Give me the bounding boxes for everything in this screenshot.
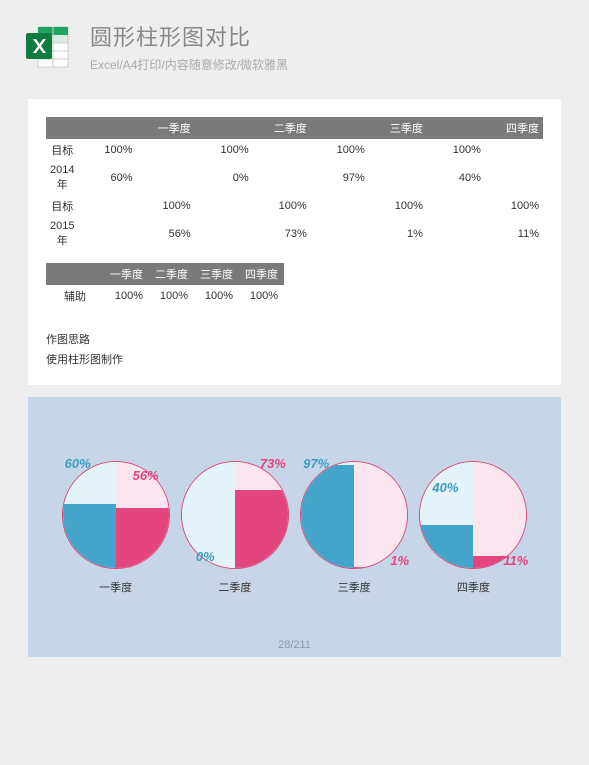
table-header: 一季度	[104, 263, 149, 285]
circle-chart: 97%1% 三季度	[300, 461, 408, 595]
cell: 100%	[149, 285, 194, 307]
cell: 100%	[195, 139, 253, 161]
table-header: 一季度	[78, 117, 194, 139]
cell: 60%	[78, 161, 136, 195]
cell	[137, 161, 195, 195]
cell	[195, 217, 253, 251]
cell: 100%	[194, 285, 239, 307]
table-header	[46, 117, 78, 139]
cell	[427, 217, 485, 251]
notes: 作图思路 使用柱形图制作	[46, 331, 543, 371]
cell	[485, 161, 543, 195]
value-label: 97%	[303, 456, 329, 471]
excel-icon	[24, 23, 72, 71]
row-label: 2015年	[46, 217, 78, 251]
page-number: 28/211	[28, 639, 561, 651]
cell	[369, 161, 427, 195]
circle-chart: 60%56% 一季度	[62, 461, 170, 595]
cell: 100%	[239, 285, 284, 307]
circle: 60%56%	[62, 461, 170, 569]
value-label: 40%	[432, 480, 458, 495]
cell: 100%	[311, 139, 369, 161]
notes-line: 使用柱形图制作	[46, 351, 543, 371]
table-header: 三季度	[311, 117, 427, 139]
left-bar	[63, 462, 116, 568]
circle-label: 二季度	[181, 579, 289, 595]
cell	[369, 139, 427, 161]
circle: 0%73%	[181, 461, 289, 569]
table-header	[46, 263, 104, 285]
table-row: 2015年 56% 73% 1% 11%	[46, 217, 543, 251]
cell	[78, 195, 136, 217]
circle: 40% 11%	[419, 461, 527, 569]
cell: 100%	[485, 195, 543, 217]
data-panel: 一季度二季度三季度四季度 目标100%100%100%100%2014年60%0…	[28, 99, 561, 385]
cell	[253, 161, 311, 195]
cell: 73%	[253, 217, 311, 251]
cell: 0%	[195, 161, 253, 195]
row-label: 目标	[46, 195, 78, 217]
circle-label: 三季度	[300, 579, 408, 595]
cell	[253, 139, 311, 161]
cell	[485, 139, 543, 161]
main-table: 一季度二季度三季度四季度 目标100%100%100%100%2014年60%0…	[46, 117, 543, 251]
table-header: 二季度	[149, 263, 194, 285]
row-label: 目标	[46, 139, 78, 161]
aux-table: 一季度二季度三季度四季度 辅助100%100%100%100%	[46, 263, 284, 307]
notes-line: 作图思路	[46, 331, 543, 351]
value-label: 73%	[260, 456, 286, 471]
cell: 100%	[369, 195, 427, 217]
cell: 56%	[137, 217, 195, 251]
cell: 11%	[485, 217, 543, 251]
cell: 100%	[104, 285, 149, 307]
table-row: 目标100%100%100%100%	[46, 139, 543, 161]
table-header: 四季度	[427, 117, 543, 139]
cell: 100%	[78, 139, 136, 161]
page-subtitle: Excel/A4打印/内容随意修改/微软雅黑	[90, 56, 288, 73]
table-header: 二季度	[195, 117, 311, 139]
table-header: 三季度	[194, 263, 239, 285]
right-bar	[235, 462, 288, 568]
circle-label: 一季度	[62, 579, 170, 595]
value-label: 0%	[196, 549, 215, 564]
circle-chart: 40% 11% 四季度	[419, 461, 527, 595]
table-row: 目标 100% 100% 100% 100%	[46, 195, 543, 217]
page-title: 圆形柱形图对比	[90, 20, 288, 52]
row-label: 2014年	[46, 161, 78, 195]
cell	[78, 217, 136, 251]
cell: 40%	[427, 161, 485, 195]
value-label: 11%	[503, 553, 528, 568]
value-label: 1%	[390, 553, 409, 568]
table-header: 四季度	[239, 263, 284, 285]
cell	[311, 217, 369, 251]
row-label: 辅助	[46, 285, 104, 307]
cell	[137, 139, 195, 161]
cell: 97%	[311, 161, 369, 195]
cell	[311, 195, 369, 217]
cell: 100%	[137, 195, 195, 217]
cell: 100%	[427, 139, 485, 161]
circle-chart: 0%73% 二季度	[181, 461, 289, 595]
table-row: 2014年60% 0% 97% 40%	[46, 161, 543, 195]
header-text: 圆形柱形图对比 Excel/A4打印/内容随意修改/微软雅黑	[90, 20, 288, 73]
circle: 97%1%	[300, 461, 408, 569]
chart-panel: 60%56%一季度0%73%二季度97%1%三季度40%11%四季度 28/21…	[28, 397, 561, 657]
value-label: 60%	[65, 456, 91, 471]
left-bar	[420, 462, 473, 568]
cell	[195, 195, 253, 217]
cell	[427, 195, 485, 217]
value-label: 56%	[133, 468, 159, 483]
cell: 1%	[369, 217, 427, 251]
header: 圆形柱形图对比 Excel/A4打印/内容随意修改/微软雅黑	[0, 0, 589, 87]
left-bar	[301, 462, 354, 568]
circle-label: 四季度	[419, 579, 527, 595]
cell: 100%	[253, 195, 311, 217]
